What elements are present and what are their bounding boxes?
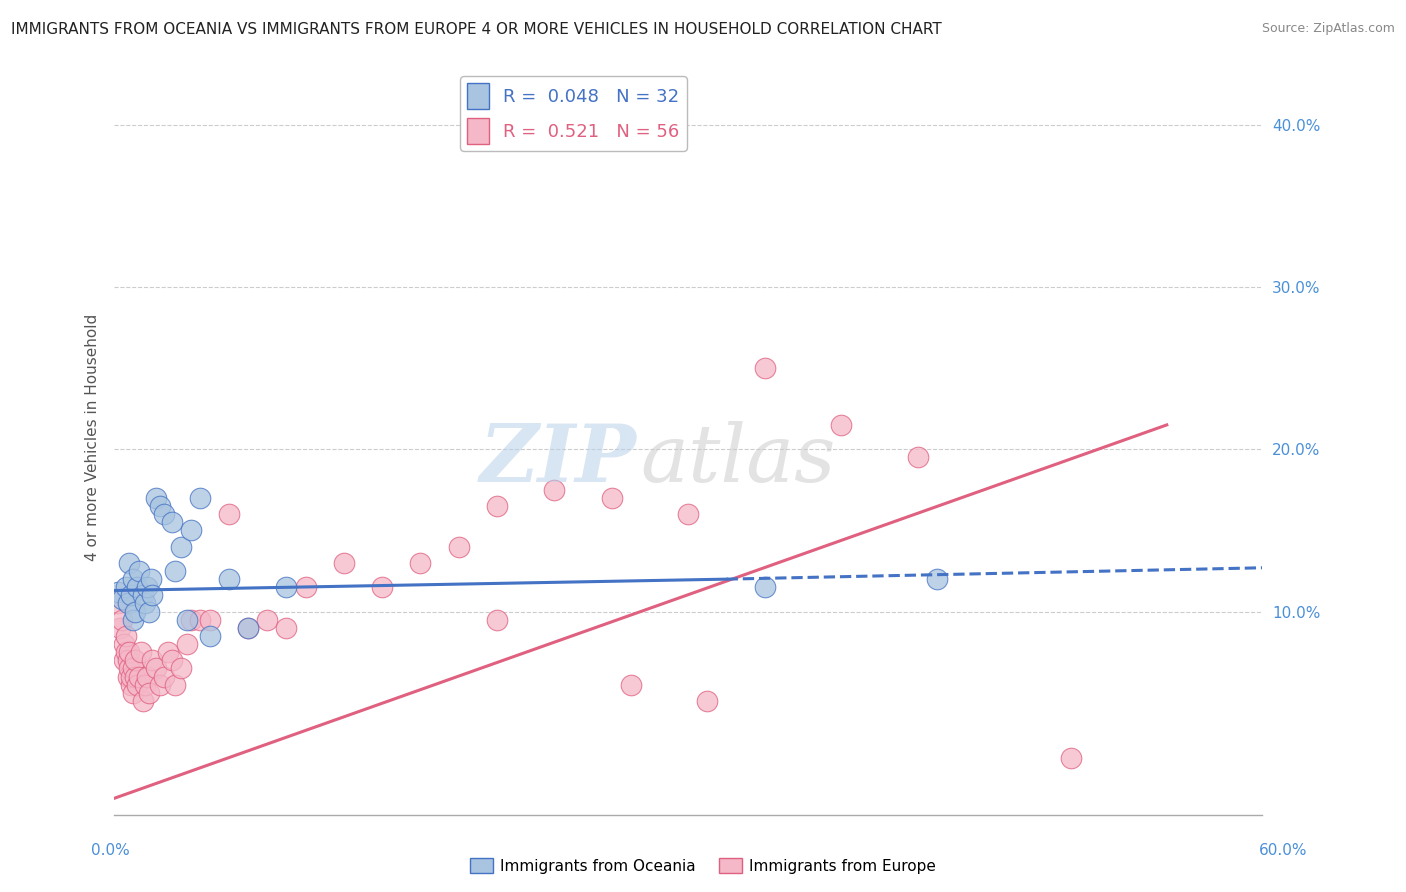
- Point: [156, 645, 179, 659]
- Point: [117, 653, 139, 667]
- Point: [111, 591, 134, 606]
- Point: [754, 361, 776, 376]
- Text: 0.0%: 0.0%: [91, 843, 131, 858]
- Point: [294, 580, 316, 594]
- Point: [160, 653, 183, 667]
- Point: [141, 653, 163, 667]
- Point: [1060, 750, 1083, 764]
- Point: [188, 491, 211, 505]
- Point: [180, 613, 202, 627]
- Point: [141, 588, 163, 602]
- Point: [485, 613, 508, 627]
- Point: [218, 572, 240, 586]
- Point: [122, 686, 145, 700]
- Point: [122, 613, 145, 627]
- Point: [153, 669, 176, 683]
- Point: [236, 621, 259, 635]
- Point: [276, 580, 298, 594]
- Point: [276, 621, 298, 635]
- Point: [333, 556, 356, 570]
- Point: [117, 669, 139, 683]
- Point: [165, 678, 187, 692]
- Point: [120, 678, 142, 692]
- Point: [118, 661, 141, 675]
- Point: [485, 499, 508, 513]
- Point: [447, 540, 470, 554]
- Point: [600, 491, 623, 505]
- Point: [120, 588, 142, 602]
- Point: [409, 556, 432, 570]
- Point: [145, 491, 167, 505]
- Point: [132, 588, 155, 602]
- Point: [122, 572, 145, 586]
- Point: [176, 637, 198, 651]
- Point: [236, 621, 259, 635]
- Point: [176, 613, 198, 627]
- Point: [114, 645, 136, 659]
- Legend: Immigrants from Oceania, Immigrants from Europe: Immigrants from Oceania, Immigrants from…: [464, 852, 942, 880]
- Point: [145, 661, 167, 675]
- Legend: R =  0.048   N = 32, R =  0.521   N = 56: R = 0.048 N = 32, R = 0.521 N = 56: [460, 76, 688, 151]
- Point: [107, 585, 129, 599]
- Point: [111, 613, 134, 627]
- Point: [218, 507, 240, 521]
- Point: [120, 669, 142, 683]
- Point: [696, 694, 718, 708]
- Point: [114, 629, 136, 643]
- Point: [135, 580, 157, 594]
- Point: [678, 507, 700, 521]
- Point: [127, 580, 149, 594]
- Text: Source: ZipAtlas.com: Source: ZipAtlas.com: [1261, 22, 1395, 36]
- Point: [129, 645, 152, 659]
- Point: [153, 507, 176, 521]
- Point: [160, 516, 183, 530]
- Point: [134, 597, 156, 611]
- Text: ZIP: ZIP: [479, 421, 637, 499]
- Point: [754, 580, 776, 594]
- Point: [135, 669, 157, 683]
- Point: [188, 613, 211, 627]
- Point: [139, 572, 162, 586]
- Point: [371, 580, 394, 594]
- Point: [117, 597, 139, 611]
- Point: [127, 678, 149, 692]
- Point: [149, 678, 172, 692]
- Text: 60.0%: 60.0%: [1260, 843, 1308, 858]
- Point: [165, 564, 187, 578]
- Point: [118, 556, 141, 570]
- Point: [128, 669, 150, 683]
- Point: [256, 613, 278, 627]
- Point: [149, 499, 172, 513]
- Point: [134, 678, 156, 692]
- Point: [118, 645, 141, 659]
- Point: [107, 597, 129, 611]
- Point: [927, 572, 949, 586]
- Text: IMMIGRANTS FROM OCEANIA VS IMMIGRANTS FROM EUROPE 4 OR MORE VEHICLES IN HOUSEHOL: IMMIGRANTS FROM OCEANIA VS IMMIGRANTS FR…: [11, 22, 942, 37]
- Point: [170, 661, 193, 675]
- Point: [543, 483, 565, 497]
- Point: [114, 580, 136, 594]
- Point: [830, 417, 852, 432]
- Point: [907, 450, 929, 465]
- Point: [198, 629, 221, 643]
- Point: [138, 686, 160, 700]
- Point: [112, 637, 135, 651]
- Point: [138, 605, 160, 619]
- Point: [124, 605, 146, 619]
- Point: [112, 653, 135, 667]
- Point: [108, 621, 131, 635]
- Point: [180, 524, 202, 538]
- Point: [132, 694, 155, 708]
- Point: [620, 678, 643, 692]
- Y-axis label: 4 or more Vehicles in Household: 4 or more Vehicles in Household: [86, 313, 100, 561]
- Text: atlas: atlas: [640, 421, 835, 499]
- Point: [124, 653, 146, 667]
- Point: [124, 669, 146, 683]
- Point: [198, 613, 221, 627]
- Point: [128, 564, 150, 578]
- Point: [122, 661, 145, 675]
- Point: [170, 540, 193, 554]
